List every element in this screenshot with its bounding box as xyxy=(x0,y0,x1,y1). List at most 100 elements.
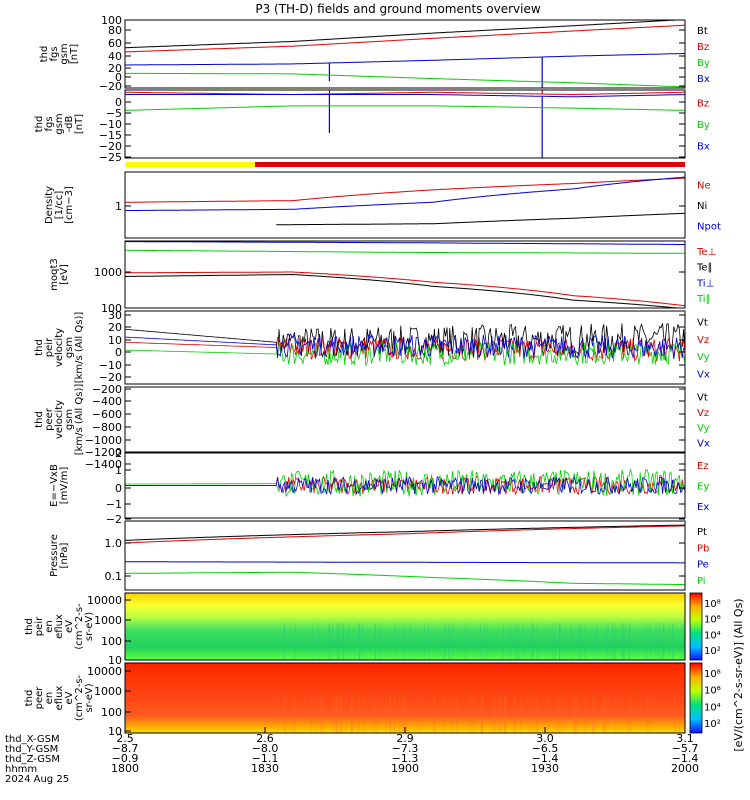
y-tick-label: 0 xyxy=(115,71,122,84)
y-tick-label: −10 xyxy=(99,359,122,372)
y-tick-label: 100 xyxy=(101,635,122,648)
series-pi-line xyxy=(125,571,685,586)
y-axis-label: Density xyxy=(44,186,55,224)
y-axis-label: eflux xyxy=(54,614,65,639)
y-axis-label: peir xyxy=(34,616,45,636)
heatmap-2 xyxy=(125,663,685,733)
y-tick-label: 20 xyxy=(108,62,122,75)
y-axis-label: [km/s (All Qs)] xyxy=(74,312,85,384)
panel-frame xyxy=(124,19,686,89)
orbit-bar-red xyxy=(255,162,685,167)
y-axis-label: velocity xyxy=(54,328,65,367)
colorbar-tick-label: 10⁴ xyxy=(704,702,721,713)
x-tick-z: −1.1 xyxy=(252,752,279,765)
y-axis-label: moqt3 xyxy=(49,258,60,291)
y-axis-label: [cm−3] xyxy=(64,186,75,224)
legend-bz: Bz xyxy=(697,99,709,110)
y-tick-label: 0 xyxy=(115,96,122,109)
y-tick-label: −200 xyxy=(92,383,122,396)
x-tick-x: 2.5 xyxy=(116,732,134,745)
y-tick-label: −20 xyxy=(99,371,122,384)
series-ex-line xyxy=(125,475,686,496)
legend-te⊥: Te⊥ xyxy=(696,247,716,258)
colorbar xyxy=(689,662,703,734)
legend-pe: Pe xyxy=(697,560,709,571)
y-tick-label: −25 xyxy=(99,151,122,164)
y-axis-label: [eV] xyxy=(59,264,70,285)
y-tick-label: 100 xyxy=(101,14,122,27)
y-tick-label: 100 xyxy=(101,706,122,719)
panel-frame xyxy=(124,592,686,661)
x-tick-x: 2.6 xyxy=(256,732,274,745)
y-axis-label: peir xyxy=(44,337,55,357)
legend-ez: Ez xyxy=(697,461,709,472)
series-ti⊥-line xyxy=(125,271,686,307)
x-tick-x: 3.0 xyxy=(536,732,554,745)
colorbar-label: [eV/(cm^2-s-sr-eV)] (All Qs) xyxy=(732,598,745,751)
series-ni-line xyxy=(125,176,686,212)
x-axis-row-label: hhmm xyxy=(5,764,37,775)
colorbar-tick-label: 10⁶ xyxy=(704,686,721,697)
y-tick-label: 10000 xyxy=(87,594,122,607)
y-axis-label: (cm^2-s- xyxy=(74,674,85,721)
y-tick-label: −1200 xyxy=(85,446,122,459)
y-axis-label: sr-eV) xyxy=(84,612,95,641)
colorbar-tick-label: 10² xyxy=(704,646,721,657)
x-tick-time: 1830 xyxy=(251,762,279,775)
legend-ti⊥: Ti⊥ xyxy=(696,278,714,289)
x-tick-y: −7.3 xyxy=(392,742,419,755)
y-tick-label: 10 xyxy=(108,654,122,667)
series-bz-line xyxy=(125,24,686,53)
series-bt-line xyxy=(125,19,685,49)
series-pe-line xyxy=(125,561,685,564)
x-axis-row-label: 2024 Aug 25 xyxy=(5,774,69,785)
series-by-line xyxy=(125,53,685,66)
colorbar-tick-label: 10⁸ xyxy=(704,669,721,680)
panel-4: 1000 100 Te⊥ Te∥ Ti⊥ Ti∥ moqt3 [eV] xyxy=(49,240,716,315)
x-tick-time: 1800 xyxy=(111,762,139,775)
y-axis-label: Pressure xyxy=(49,534,60,577)
panel-frame xyxy=(124,452,686,519)
y-tick-label: 10000 xyxy=(87,665,122,678)
y-tick-label: 1000 xyxy=(94,614,122,627)
y-tick-label: 1000 xyxy=(94,685,122,698)
y-tick-label: 1 xyxy=(115,464,122,477)
legend-vt: Vt xyxy=(697,318,708,329)
x-tick-z: −1.4 xyxy=(532,752,559,765)
y-axis-label: fgs xyxy=(49,46,60,61)
y-axis-label: E=−VxB xyxy=(49,464,60,507)
legend-by: By xyxy=(697,120,710,131)
y-tick-label: 10 xyxy=(108,725,122,738)
panel-2: 0−5−10−15−20−25 Bz By Bx thd fgs gsm -dB [nT] xyxy=(34,89,710,164)
series-bx-line xyxy=(125,72,686,88)
y-axis-label: thd xyxy=(34,116,45,133)
panel-frame xyxy=(124,520,686,591)
series-pt-line xyxy=(124,524,686,541)
x-axis-row-label: thd_Y-GSM xyxy=(5,744,58,755)
x-tick-x: 3.1 xyxy=(676,732,694,745)
heatmap-1 xyxy=(125,593,685,660)
x-tick-y: −8.0 xyxy=(252,742,279,755)
y-tick-label: −2 xyxy=(106,513,122,526)
y-axis-label: eV xyxy=(64,620,75,633)
y-axis-label: peer xyxy=(34,686,45,710)
colorbar-tick-label: 10² xyxy=(704,719,721,730)
y-axis-label: [nT] xyxy=(74,114,85,134)
y-tick-label: 0 xyxy=(115,346,122,359)
y-axis-label: thd xyxy=(34,411,45,428)
y-axis-label: eV xyxy=(64,691,75,704)
legend-ey: Ey xyxy=(697,482,709,493)
legend-bt: Bt xyxy=(697,26,708,37)
x-tick-y: −5.7 xyxy=(672,742,699,755)
legend-vx: Vx xyxy=(697,438,710,449)
colorbar xyxy=(689,592,703,661)
y-axis-label: [1/cc] xyxy=(54,191,65,220)
y-tick-label: 100 xyxy=(101,302,122,315)
x-tick-time: 2000 xyxy=(671,762,699,775)
legend-vx: Vx xyxy=(697,369,710,380)
y-tick-label: 30 xyxy=(108,309,122,322)
legend-ni: Ni xyxy=(697,201,707,212)
legend-vz: Vz xyxy=(697,408,709,419)
